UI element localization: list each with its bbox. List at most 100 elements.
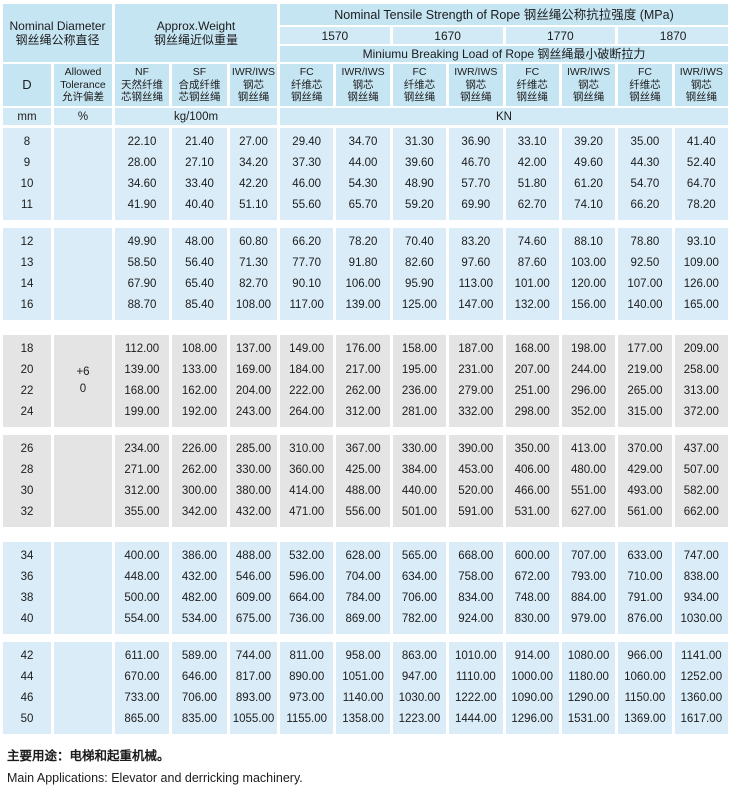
cell-value: 125.00 <box>401 299 438 311</box>
cell-value: 49.90 <box>127 236 157 248</box>
cell-value: 554.00 <box>124 613 160 625</box>
value-column: 83.20 97.60 113.00 147.00 <box>449 228 503 320</box>
cell-value: 914.00 <box>514 650 550 662</box>
cell-value: 414.00 <box>289 485 325 497</box>
cell-value: 243.00 <box>235 406 272 418</box>
cell-value: 103.00 <box>570 257 607 269</box>
value-column: 600.00 672.00 748.00 830.00 <box>505 542 559 634</box>
cell-value: 262.00 <box>345 385 381 397</box>
diameter-column: 42 44 46 50 <box>3 642 51 734</box>
cell-value: 64.70 <box>686 178 716 190</box>
column-header-fc: FC 纤维芯 钢丝绳 <box>505 64 559 106</box>
header-nominal-diameter-en: Nominal Diameter <box>9 19 106 33</box>
cell-value: 330.00 <box>401 443 438 455</box>
cell-value: 21.40 <box>185 136 214 148</box>
cell-value: 466.00 <box>514 485 550 497</box>
cell-value: 782.00 <box>401 613 438 625</box>
value-column: 60.80 71.30 82.70 108.00 <box>230 228 277 320</box>
cell-value: 609.00 <box>235 592 272 604</box>
cell-value: 835.00 <box>181 713 218 725</box>
cell-value: 93.10 <box>686 236 716 248</box>
cell-value: 71.30 <box>239 257 268 269</box>
value-column: 628.00 704.00 784.00 869.00 <box>336 542 390 634</box>
cell-value: 52.40 <box>686 157 716 169</box>
cell-value: 112.00 <box>124 343 160 355</box>
cell-value: 390.00 <box>458 443 494 455</box>
value-column: 137.00 169.00 204.00 243.00 <box>230 335 277 427</box>
value-column: 33.10 42.00 51.80 62.70 <box>505 128 559 220</box>
cell-value: 758.00 <box>458 571 494 583</box>
value-column: 1010.00 1110.00 1222.00 1444.00 <box>449 642 503 734</box>
value-column: 914.00 1000.00 1090.00 1296.00 <box>505 642 559 734</box>
column-header-d: D <box>3 64 51 106</box>
cell-value: 251.00 <box>514 385 550 397</box>
value-column: 589.00 646.00 706.00 835.00 <box>172 642 227 734</box>
cell-value: 704.00 <box>345 571 381 583</box>
cell-value: 893.00 <box>235 692 272 704</box>
column-header-iwr-iws: IWR/IWS 钢芯 钢丝绳 <box>561 64 616 106</box>
cell-value: 453.00 <box>458 464 494 476</box>
cell-value: 226.00 <box>181 443 218 455</box>
cell-value: 890.00 <box>289 671 325 683</box>
cell-value: +6 <box>76 366 90 378</box>
cell-value: 40.40 <box>185 199 214 211</box>
cell-value: 628.00 <box>345 550 381 562</box>
value-column: 22.10 28.00 34.60 41.90 <box>115 128 169 220</box>
value-column: 209.00 258.00 313.00 372.00 <box>674 335 728 427</box>
cell-value: 811.00 <box>289 650 324 662</box>
cell-value: 184.00 <box>289 364 325 376</box>
cell-value: 139.00 <box>345 299 381 311</box>
cell-value: 117.00 <box>289 299 324 311</box>
cell-value: 34.20 <box>239 157 268 169</box>
footer-main-applications-en: Main Applications: Elevator and derricki… <box>7 771 303 785</box>
tolerance-column <box>54 642 112 734</box>
cell-value: 633.00 <box>627 550 663 562</box>
cell-value: 91.80 <box>348 257 378 269</box>
diameter-column: 18 20 22 24 <box>3 335 51 427</box>
cell-value: 140.00 <box>627 299 663 311</box>
value-column: 35.00 44.30 54.70 66.20 <box>618 128 672 220</box>
cell-value: 285.00 <box>235 443 272 455</box>
cell-value: 13 <box>20 257 34 269</box>
cell-value: 1141.00 <box>680 650 722 662</box>
cell-value: 315.00 <box>627 406 663 418</box>
cell-value: 187.00 <box>458 343 494 355</box>
cell-value: 41.40 <box>686 136 716 148</box>
value-column: 234.00 271.00 312.00 355.00 <box>115 435 169 527</box>
cell-value: 54.30 <box>348 178 378 190</box>
cell-value: 90.10 <box>292 278 322 290</box>
cell-value: 8 <box>23 136 31 148</box>
cell-value: 1110.00 <box>455 671 496 683</box>
cell-value: 869.00 <box>345 613 381 625</box>
cell-value: 884.00 <box>570 592 607 604</box>
cell-value: 132.00 <box>514 299 550 311</box>
cell-value: 281.00 <box>401 406 438 418</box>
cell-value: 313.00 <box>683 385 719 397</box>
cell-value: 106.00 <box>345 278 381 290</box>
cell-value: 133.00 <box>181 364 218 376</box>
strength-value-1870: 1870 <box>618 27 728 44</box>
cell-value: 561.00 <box>627 506 663 518</box>
unit-percent: % <box>54 108 112 125</box>
cell-value: 352.00 <box>570 406 607 418</box>
cell-value: 589.00 <box>181 650 218 662</box>
cell-value: 66.20 <box>630 199 660 211</box>
cell-value: 97.60 <box>461 257 491 269</box>
cell-value: 34.70 <box>348 136 378 148</box>
cell-value: 26 <box>20 443 34 455</box>
cell-value: 34.60 <box>127 178 157 190</box>
cell-value: 830.00 <box>514 613 550 625</box>
cell-value: 38 <box>20 592 34 604</box>
cell-value: 1252.00 <box>680 671 723 683</box>
cell-value: 838.00 <box>683 571 719 583</box>
cell-value: 126.00 <box>683 278 719 290</box>
value-column: 177.00 219.00 265.00 315.00 <box>618 335 672 427</box>
value-column: 386.00 432.00 482.00 534.00 <box>172 542 227 634</box>
cell-value: 31.30 <box>405 136 434 148</box>
cell-value: 120.00 <box>570 278 607 290</box>
diameter-column: 8 9 10 11 <box>3 128 51 220</box>
cell-value: 55.60 <box>292 199 322 211</box>
cell-value: 1296.00 <box>511 713 553 725</box>
cell-value: 706.00 <box>401 592 438 604</box>
